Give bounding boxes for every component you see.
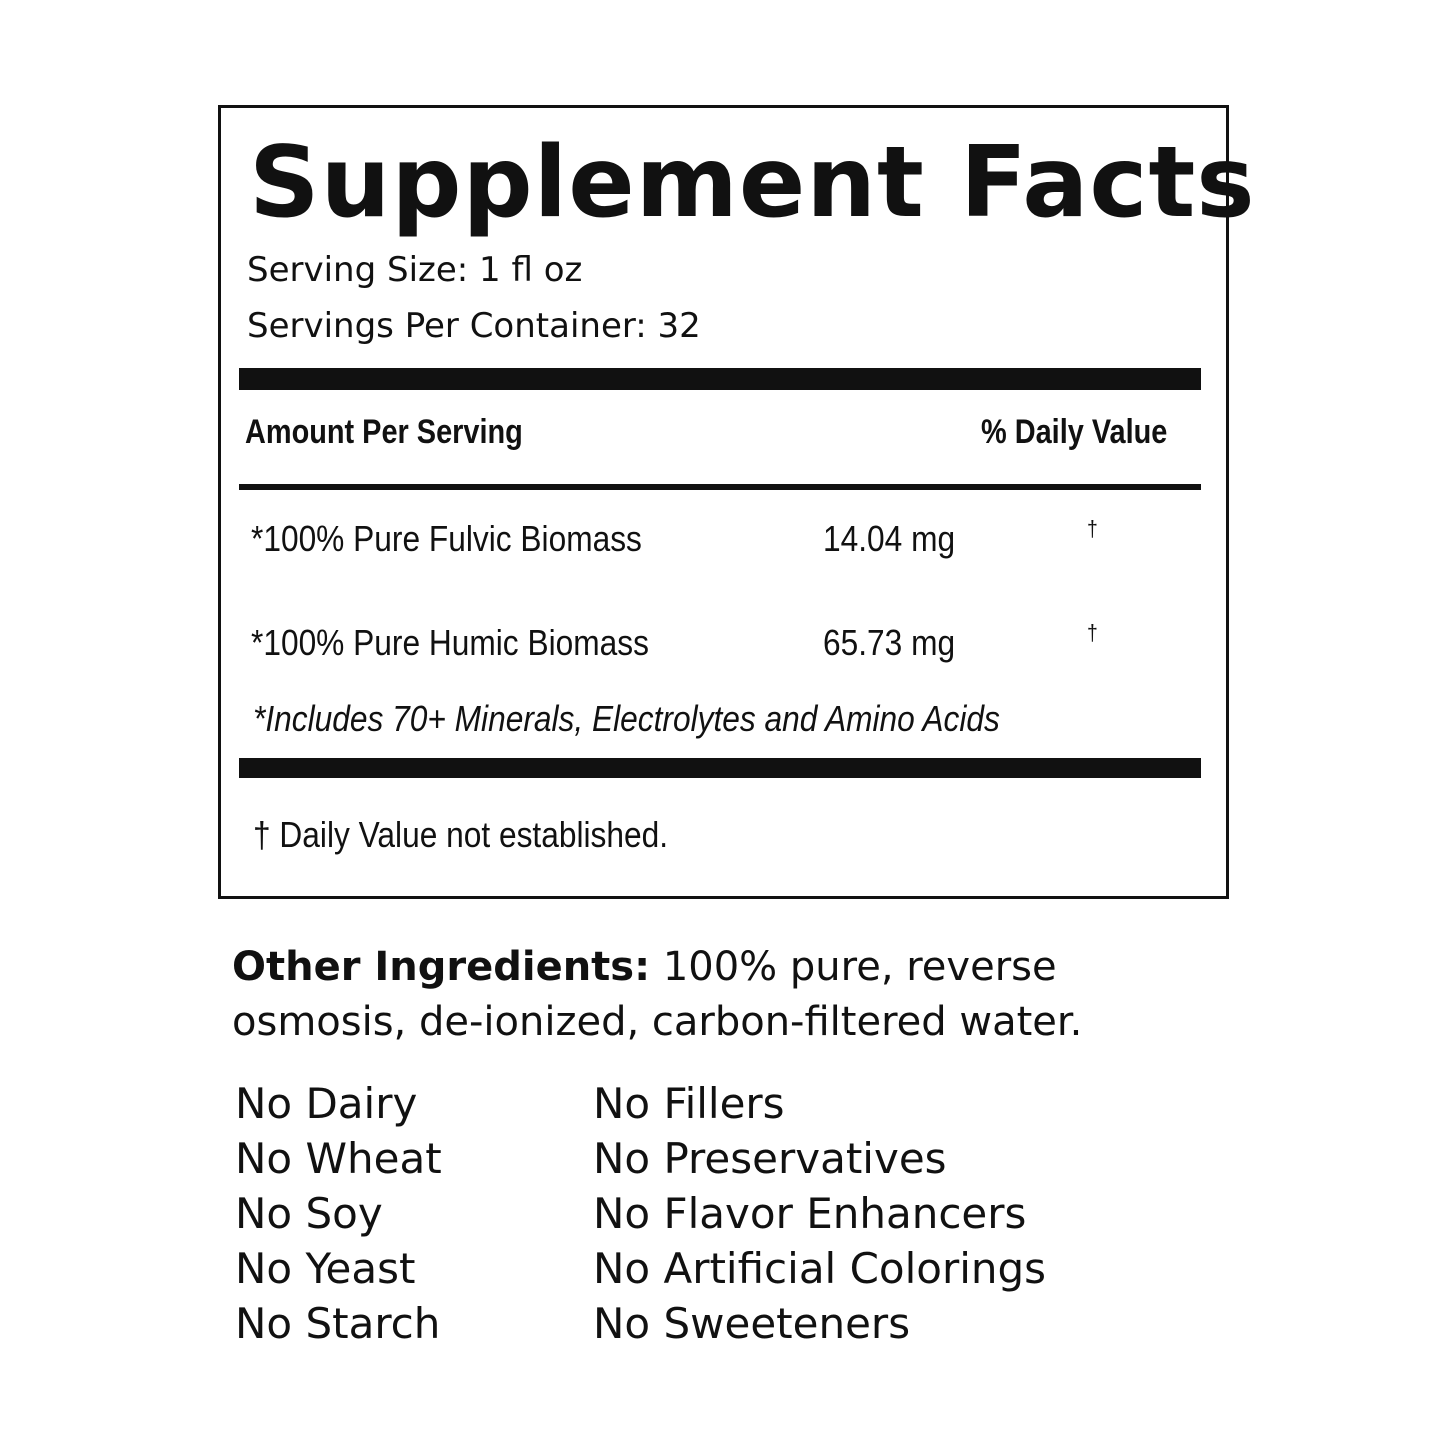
- free-item: No Preservatives: [593, 1134, 947, 1183]
- supplement-facts-panel: Supplement Facts Serving Size: 1 fl oz S…: [218, 105, 1255, 899]
- dv-header: % Daily Value: [981, 413, 1168, 451]
- free-item: No Starch: [235, 1299, 441, 1348]
- free-item: No Dairy: [235, 1079, 418, 1128]
- other-ingredients-label: Other Ingredients:: [232, 944, 651, 990]
- free-from-list-left: No Dairy No Wheat No Soy No Yeast No Sta…: [235, 1076, 442, 1351]
- thick-divider: [239, 758, 1201, 778]
- free-item: No Soy: [235, 1189, 383, 1238]
- serving-size: Serving Size: 1 fl oz: [247, 250, 583, 290]
- free-item: No Fillers: [593, 1079, 785, 1128]
- includes-note: *Includes 70+ Minerals, Electrolytes and…: [253, 698, 1000, 739]
- thick-divider: [239, 368, 1201, 390]
- amount-header: Amount Per Serving: [245, 413, 523, 451]
- divider: [239, 484, 1201, 490]
- other-ingredients-text: 100% pure, reverse: [650, 944, 1057, 990]
- other-ingredients: Other Ingredients: 100% pure, reverse os…: [232, 940, 1082, 1050]
- row-amount: 65.73 mg: [823, 622, 956, 663]
- free-item: No Sweeteners: [593, 1299, 911, 1348]
- panel-title: Supplement Facts: [249, 126, 1256, 240]
- free-item: No Yeast: [235, 1244, 416, 1293]
- free-item: No Artificial Colorings: [593, 1244, 1047, 1293]
- row-dv: †: [1087, 620, 1098, 645]
- row-dv: †: [1087, 516, 1098, 541]
- row-amount: 14.04 mg: [823, 518, 956, 559]
- free-from-list-right: No Fillers No Preservatives No Flavor En…: [593, 1076, 1046, 1351]
- free-item: No Flavor Enhancers: [593, 1189, 1027, 1238]
- free-item: No Wheat: [235, 1134, 442, 1183]
- footnote: † Daily Value not established.: [253, 814, 669, 855]
- servings-per-container: Servings Per Container: 32: [247, 306, 701, 346]
- row-name: *100% Pure Humic Biomass: [251, 622, 649, 663]
- row-name: *100% Pure Fulvic Biomass: [251, 518, 642, 559]
- other-ingredients-text: osmosis, de-ionized, carbon-filtered wat…: [232, 999, 1083, 1045]
